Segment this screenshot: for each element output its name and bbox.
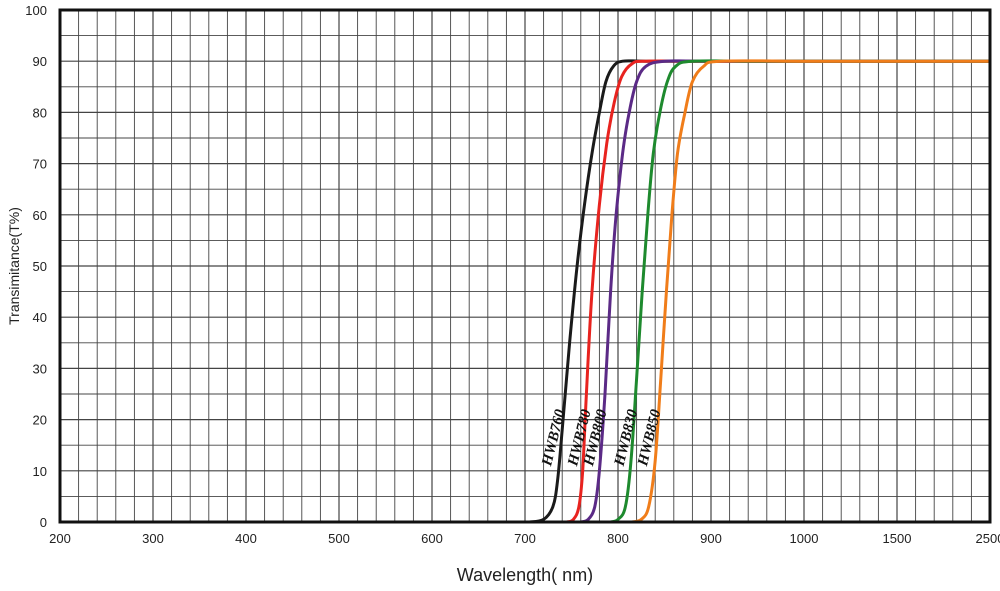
x-tick-label: 300 [142,531,164,546]
y-tick-label: 30 [33,361,47,376]
x-tick-label: 1000 [790,531,819,546]
x-tick-label: 900 [700,531,722,546]
x-tick-label: 1500 [883,531,912,546]
series-line-hwb850 [630,59,992,524]
y-tick-label: 90 [33,54,47,69]
y-tick-label: 60 [33,208,47,223]
x-tick-label: 700 [514,531,536,546]
y-tick-label: 20 [33,413,47,428]
plot-frame [58,8,992,524]
y-tick-label: 40 [33,310,47,325]
y-tick-label: 10 [33,464,47,479]
x-tick-label: 200 [49,531,71,546]
y-tick-labels: 0 10 20 30 40 50 60 70 80 90 100 [25,3,47,530]
y-tick-label: 0 [40,515,47,530]
y-tick-label: 70 [33,157,47,172]
y-tick-label: 80 [33,105,47,120]
x-tick-label: 600 [421,531,443,546]
y-tick-label: 100 [25,3,47,18]
y-axis-title: Transimitance(T%) [6,207,22,325]
x-tick-label: 400 [235,531,257,546]
x-tick-label: 500 [328,531,350,546]
x-tick-label: 800 [607,531,629,546]
chart-grid [59,9,991,523]
series-layer [528,59,992,524]
x-axis-title: Wavelength( nm) [457,565,593,585]
y-tick-label: 50 [33,259,47,274]
